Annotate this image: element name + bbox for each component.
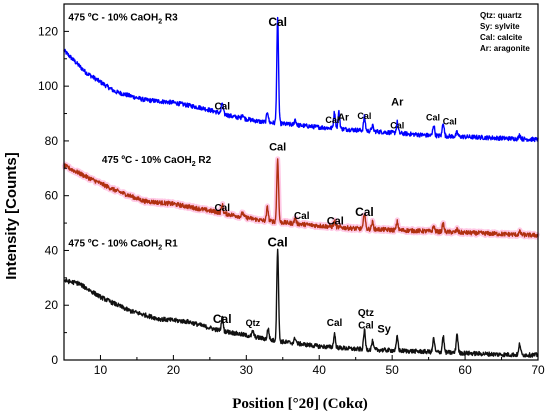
y-tick-label: 80 [45,134,59,148]
plot-frame [63,3,539,361]
legend-entry: Cal: calcite [480,33,523,42]
annotation-subscript: 2 [158,244,162,251]
y-tick-label: 40 [45,243,59,257]
x-tick-label: 20 [167,363,181,377]
peak-label: Cal [426,112,440,122]
peak-label: Cal [325,115,339,125]
annotation-text: Cal [327,318,343,329]
annotation-text: Cal [269,142,286,154]
annotation-text: Sy [377,324,391,336]
annotation-text: 475 ºC - 10% CaOH [68,12,158,23]
annotation-suffix: R3 [162,12,178,23]
legend-box: Qtz: quartz Sy: sylvite Cal: calcite Ar: ar… [480,11,530,53]
annotation-text: Cal [358,321,374,332]
x-tick-label: 40 [313,363,327,377]
annotation-text: Qtz [358,308,374,319]
peak-label: Qtz [246,318,261,328]
x-tick-label: 50 [385,363,399,377]
peak-label: Sy [377,324,391,336]
sample-label: 475 ºC - 10% CaOH2 R2 [102,155,212,168]
annotation-text: Cal [268,234,288,249]
series-layer [61,16,541,358]
peak-label: Cal [214,203,230,214]
legend-entry: Qtz: quartz [480,11,522,20]
annotation-text: Cal [426,112,440,122]
x-tick-label: 10 [94,363,108,377]
annotation-text: Ar [338,112,349,123]
series-line-3 [63,248,539,358]
annotation-text: Cal [357,111,371,121]
peak-label: Cal [355,205,374,219]
y-tick-label: 120 [38,24,58,38]
annotation-text: Cal [214,203,230,214]
legend-entry: Sy: sylvite [480,22,520,31]
series-line-1 [63,16,539,143]
y-axis-title: Intensity [Counts] [3,152,20,280]
annotation-text: 475 ºC - 10% CaOH [102,155,192,166]
annotation-text: 475 ºC - 10% CaOH [68,238,158,249]
y-tick-label: 0 [51,353,58,367]
annotation-text: Cal [355,205,374,219]
y-tick-label: 100 [38,79,58,93]
peak-label: Cal [294,211,310,222]
annotation-text: Cal [390,121,404,131]
peak-label: Cal [327,318,343,329]
x-axis-title: Position [°2θ] (Cokα) [232,396,368,412]
annotation-subscript: 2 [192,161,196,168]
annotation-text: Cal [325,115,339,125]
peak-label: Cal [268,15,287,29]
y-tick-label: 20 [45,298,59,312]
annotation-subscript: 2 [158,18,162,25]
x-tick-label: 30 [240,363,254,377]
axis-layer: 10 20 30 40 50 60 70 0 20 40 60 80 100 120 [38,24,545,377]
annotation-suffix: R1 [162,238,178,249]
peak-label: Ar [338,112,349,123]
annotation-text: Cal [443,116,457,126]
sample-label: 475 ºC - 10% CaOH2 R3 [68,12,178,25]
peak-label: Cal [358,321,374,332]
peak-label: Cal [214,101,230,112]
peak-label: Cal [213,312,232,326]
annotation-text: Cal [214,101,230,112]
x-tick-label: 70 [531,363,545,377]
annotation-text: Cal [268,15,287,29]
y-tick-label: 60 [45,189,59,203]
peak-label: Cal [390,121,404,131]
peak-label: Cal [269,142,286,154]
peak-label: Cal [443,116,457,126]
annotation-text: Ar [391,96,404,108]
annotation-text: Cal [294,211,310,222]
annotation-text: Cal [327,215,344,227]
x-tick-label: 60 [458,363,472,377]
peak-label: Cal [327,215,344,227]
annotation-suffix: R2 [196,155,212,166]
annotation-text: Qtz [246,318,261,328]
sample-label: 475 ºC - 10% CaOH2 R1 [68,238,178,251]
peak-label: Qtz [358,308,374,319]
legend-entry: Ar: aragonite [480,44,530,53]
series-line-2 [63,158,539,238]
peak-label: Ar [391,96,404,108]
annotation-text: Cal [213,312,232,326]
peak-label: Cal [357,111,371,121]
peak-label: Cal [268,234,288,249]
